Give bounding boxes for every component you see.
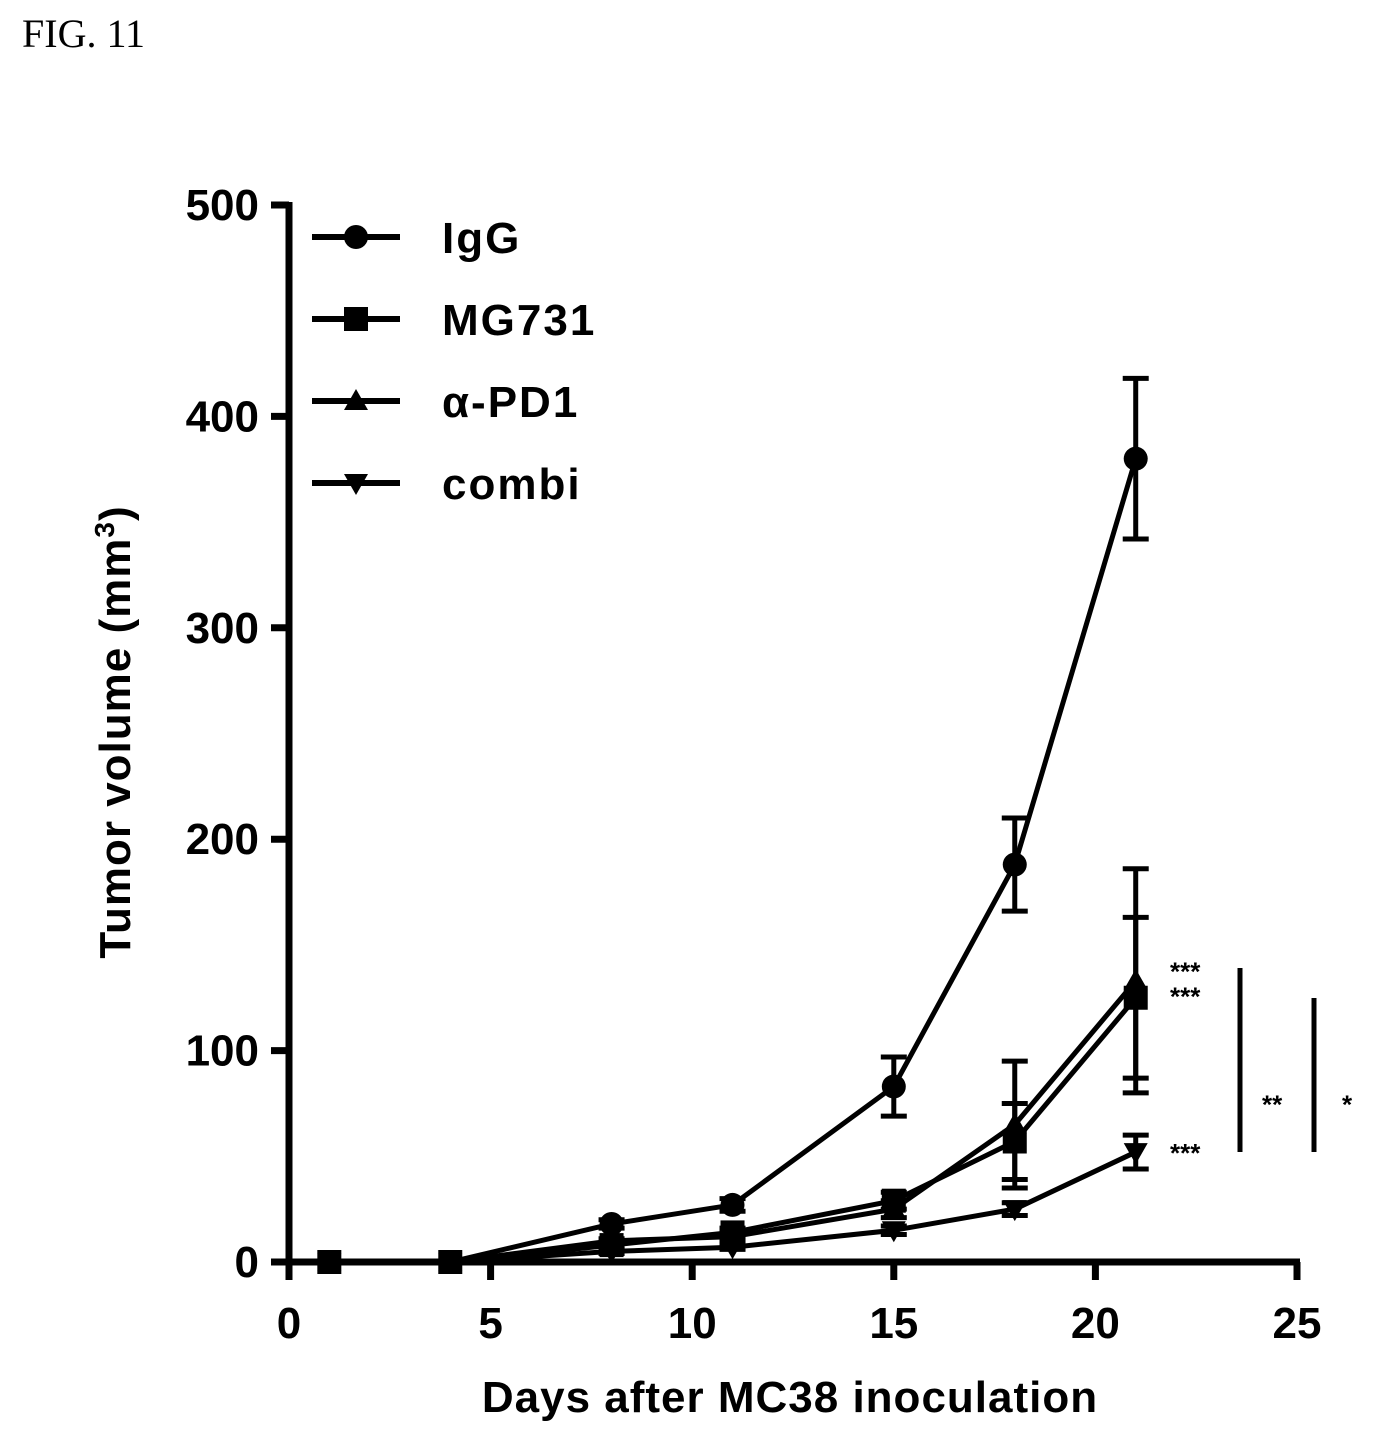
legend-label: α-PD1 (442, 378, 579, 427)
significance-label: *** (1170, 982, 1201, 1012)
legend-label: combi (442, 460, 582, 509)
series-mg731 (317, 914, 1149, 1274)
significance-label: * (1342, 1089, 1353, 1119)
legend-entry-mg731: MG731 (312, 296, 596, 345)
y-tick-label: 100 (186, 1027, 259, 1076)
y-tick-label: 400 (186, 392, 259, 441)
legend-entry-pd1: α-PD1 (312, 378, 579, 427)
x-tick-label: 20 (1071, 1299, 1120, 1348)
legend-label: IgG (442, 214, 521, 263)
legend-entry-combi: combi (312, 460, 582, 509)
data-point (720, 1238, 745, 1260)
data-point (1002, 1112, 1027, 1134)
y-axis-title-superscript: 3 (89, 521, 120, 538)
x-tick-label: 0 (277, 1299, 301, 1348)
series-igg (317, 375, 1149, 1274)
x-tick-label: 5 (478, 1299, 502, 1348)
legend-marker (344, 225, 368, 249)
data-point (599, 1211, 624, 1236)
x-tick-label: 25 (1273, 1299, 1322, 1348)
significance-label: ** (1262, 1089, 1283, 1119)
x-tick-label: 10 (668, 1299, 717, 1348)
data-point (720, 1192, 745, 1217)
data-point (317, 1253, 342, 1274)
data-point (881, 1221, 906, 1243)
legend-marker (344, 389, 368, 410)
legend-marker (344, 474, 368, 495)
legend-label: MG731 (442, 296, 596, 345)
data-point (1002, 852, 1027, 877)
data-point (438, 1253, 463, 1274)
data-point (881, 1074, 906, 1099)
data-point (599, 1242, 624, 1264)
series-layer (317, 375, 1149, 1274)
data-point (881, 1197, 906, 1219)
significance-label: *** (1170, 956, 1201, 986)
data-point (1123, 968, 1148, 990)
legend-entry-igg: IgG (312, 214, 521, 263)
significance-label: *** (1170, 1138, 1201, 1168)
y-axis-title-close: ) (91, 505, 140, 521)
figure-label: FIG. 11 (22, 11, 145, 56)
y-axis-title-main: Tumor volume (mm (91, 538, 140, 959)
data-point (1002, 1200, 1027, 1222)
data-point (1123, 1143, 1148, 1165)
y-tick-label: 200 (186, 815, 259, 864)
data-point (1123, 446, 1148, 471)
y-tick-label: 500 (186, 181, 259, 230)
x-tick-label: 15 (869, 1299, 918, 1348)
legend-marker (344, 307, 368, 331)
y-axis-title: Tumor volume (mm3) (89, 505, 140, 958)
series-combi (317, 1132, 1149, 1274)
y-tick-label: 300 (186, 604, 259, 653)
x-axis-title: Days after MC38 inoculation (482, 1373, 1098, 1422)
axes: 0 100 200 300 400 500 0 5 10 15 20 25 (186, 181, 1322, 1348)
significance-annotations: *********** * (1170, 956, 1353, 1168)
y-tick-label: 0 (235, 1238, 259, 1287)
legend: IgG MG731 α-PD1 combi (312, 214, 596, 509)
